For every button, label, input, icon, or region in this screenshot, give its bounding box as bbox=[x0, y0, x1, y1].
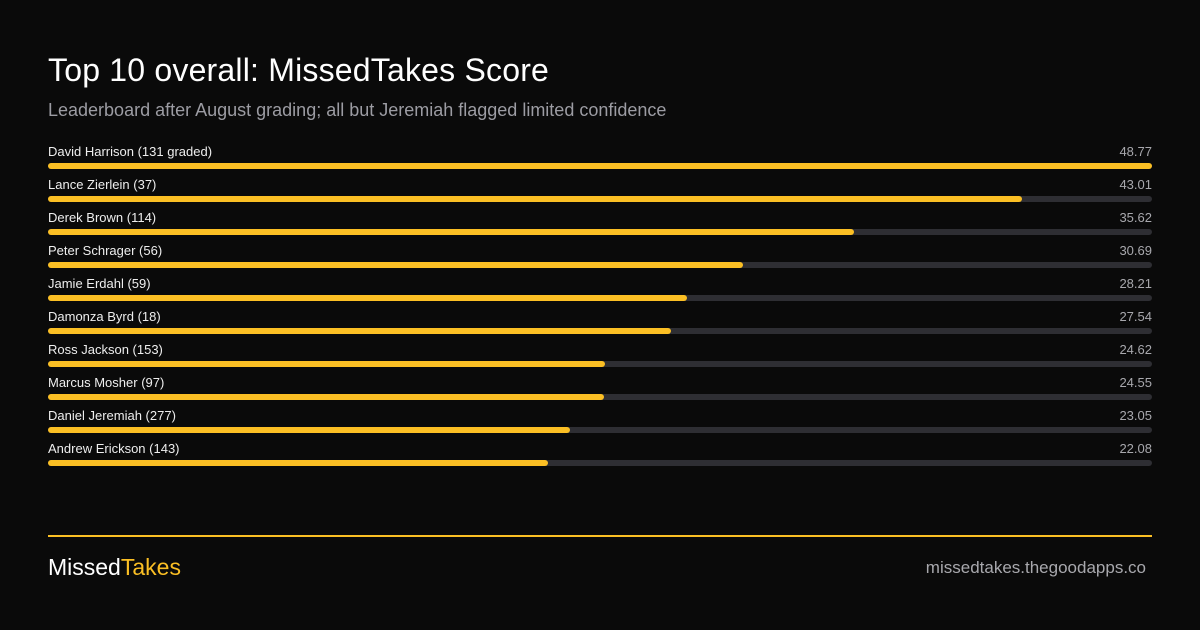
bar-row: David Harrison (131 graded) 48.77 bbox=[48, 143, 1152, 176]
bar-label: Lance Zierlein (37) bbox=[48, 177, 157, 192]
bar-label: Jamie Erdahl (59) bbox=[48, 276, 151, 291]
bar-value-label: 24.62 bbox=[1119, 342, 1152, 357]
bar-track bbox=[48, 262, 1152, 268]
bar-track bbox=[48, 229, 1152, 235]
bar-label: Derek Brown (114) bbox=[48, 210, 157, 225]
bar-label: Daniel Jeremiah (277) bbox=[48, 408, 176, 423]
bar-label: Marcus Mosher (97) bbox=[48, 375, 165, 390]
bar-row: Andrew Erickson (143) 22.08 bbox=[48, 440, 1152, 473]
bar-value-label: 48.77 bbox=[1119, 144, 1152, 159]
bar-row: Peter Schrager (56) 30.69 bbox=[48, 242, 1152, 275]
bar-row: Damonza Byrd (18) 27.54 bbox=[48, 308, 1152, 341]
bar-value-label: 28.21 bbox=[1119, 276, 1152, 291]
bar bbox=[48, 427, 570, 433]
bar bbox=[48, 394, 604, 400]
site-url: missedtakes.thegoodapps.co bbox=[925, 558, 1146, 577]
bar-value-label: 43.01 bbox=[1119, 177, 1152, 192]
bar-track bbox=[48, 394, 1152, 400]
bar bbox=[48, 460, 548, 466]
bar-label: Damonza Byrd (18) bbox=[48, 309, 161, 324]
brand-logo: MissedTakes bbox=[48, 554, 181, 581]
bar-row: Jamie Erdahl (59) 28.21 bbox=[48, 275, 1152, 308]
bar-value-label: 27.54 bbox=[1119, 309, 1152, 324]
bar-track bbox=[48, 196, 1152, 202]
bar bbox=[48, 229, 855, 235]
bar-track bbox=[48, 460, 1152, 466]
bar-track bbox=[48, 328, 1152, 334]
bar-value-label: 30.69 bbox=[1119, 243, 1152, 258]
brand-name-part2: Takes bbox=[120, 554, 181, 580]
bar-row: Ross Jackson (153) 24.62 bbox=[48, 341, 1152, 374]
brand-name-part1: Missed bbox=[48, 554, 121, 580]
bar-track bbox=[48, 361, 1152, 367]
bar-row: Marcus Mosher (97) 24.55 bbox=[48, 374, 1152, 407]
chart-subtitle: Leaderboard after August grading; all bu… bbox=[48, 100, 667, 120]
bar-track bbox=[48, 427, 1152, 433]
bar-label: Andrew Erickson (143) bbox=[48, 441, 180, 456]
bar-label: Ross Jackson (153) bbox=[48, 342, 163, 357]
bar-label: Peter Schrager (56) bbox=[48, 243, 163, 258]
bar bbox=[48, 328, 672, 334]
bar-row: Daniel Jeremiah (277) 23.05 bbox=[48, 407, 1152, 440]
bar-value-label: 24.55 bbox=[1119, 375, 1152, 390]
bar bbox=[48, 361, 606, 367]
bar-row: Lance Zierlein (37) 43.01 bbox=[48, 176, 1152, 209]
footer-divider bbox=[48, 535, 1152, 537]
bar-track bbox=[48, 163, 1152, 169]
chart-title: Top 10 overall: MissedTakes Score bbox=[48, 52, 550, 88]
bar bbox=[48, 295, 687, 301]
bar bbox=[48, 196, 1022, 202]
bar-value-label: 22.08 bbox=[1119, 441, 1152, 456]
bar-row: Derek Brown (114) 35.62 bbox=[48, 209, 1152, 242]
bar-track bbox=[48, 295, 1152, 301]
bar-value-label: 35.62 bbox=[1119, 210, 1152, 225]
bar-value-label: 23.05 bbox=[1119, 408, 1152, 423]
bar-label: David Harrison (131 graded) bbox=[48, 144, 213, 159]
bar bbox=[48, 163, 1152, 169]
bar bbox=[48, 262, 743, 268]
bar-rows: David Harrison (131 graded) 48.77 Lance Zi… bbox=[48, 143, 1152, 473]
